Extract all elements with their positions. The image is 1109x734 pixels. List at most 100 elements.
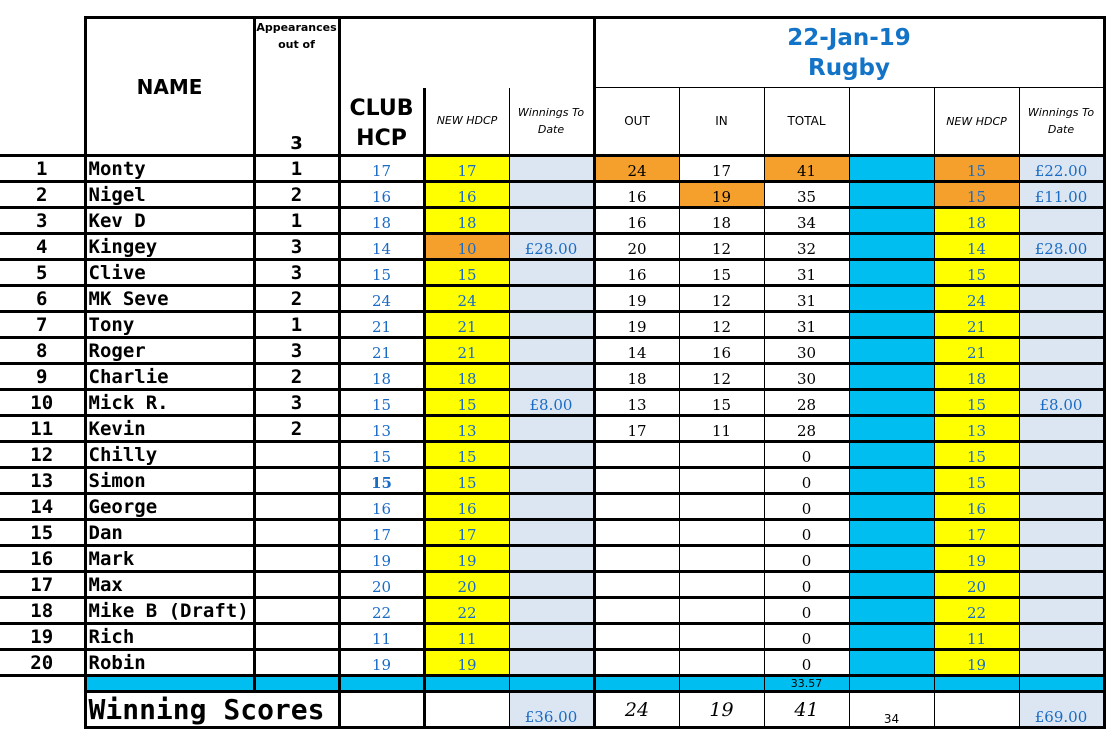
separator-cell: [339, 675, 424, 693]
winnings-2: £22.00: [1019, 154, 1106, 183]
score-sheet: NAME Appearances out of 22-Jan-19 Rugby …: [0, 16, 1106, 729]
score-in: 12: [679, 285, 765, 313]
appearances: [252, 467, 341, 495]
player-name: Kingey: [83, 233, 254, 261]
blank-cell: [849, 154, 935, 183]
appearances: [252, 441, 341, 469]
score-out: 16: [592, 259, 680, 287]
row-number: 11: [0, 415, 85, 443]
score-total: 28: [764, 389, 850, 417]
club-hcp: 17: [339, 519, 424, 547]
separator-cell: [1019, 675, 1106, 693]
blank-cell: [849, 623, 935, 651]
new-hdcp: 21: [422, 311, 510, 339]
winnings: [509, 154, 595, 183]
new-hdcp: 18: [422, 207, 510, 235]
table-row: 15 Dan 17 17 0 17: [0, 519, 1106, 547]
blank-cell: [849, 597, 935, 625]
new-hdcp: 15: [422, 259, 510, 287]
appearances: 3: [252, 259, 341, 287]
blank-cell: [849, 467, 935, 495]
appearances: 1: [252, 207, 341, 235]
table-row: 14 George 16 16 0 16: [0, 493, 1106, 521]
score-out: 19: [592, 285, 680, 313]
event-venue: Rugby: [807, 55, 890, 81]
row-number: 16: [0, 545, 85, 573]
table-row: 6 MK Seve 2 24 24 19 12 31 24: [0, 285, 1106, 313]
row-number: 14: [0, 493, 85, 521]
score-in: 12: [679, 233, 765, 261]
new-hdcp: 15: [422, 441, 510, 469]
table-row: 13 Simon 15 15 0 15: [0, 467, 1106, 495]
club-hcp: 14: [339, 233, 424, 261]
blank-cell: [849, 649, 935, 677]
score-in: 15: [679, 259, 765, 287]
player-name: Nigel: [83, 181, 254, 209]
separator-cell: [592, 675, 680, 693]
winnings-2: [1019, 493, 1106, 521]
new-hdcp: 15: [422, 467, 510, 495]
row-number: 2: [0, 181, 85, 209]
winnings-2: [1019, 441, 1106, 469]
new-hdcp-2: 11: [934, 623, 1020, 651]
score-total: 0: [764, 493, 850, 521]
club-hcp: 19: [339, 649, 424, 677]
new-hdcp-2: 15: [934, 389, 1020, 417]
number-header-cell: [0, 18, 85, 156]
new-hdcp-2: 24: [934, 285, 1020, 313]
new-hdcp-2: 16: [934, 493, 1020, 521]
score-in: 18: [679, 207, 765, 235]
score-total: 0: [764, 441, 850, 469]
club-hcp: 17: [339, 154, 424, 183]
footer-in: 19: [679, 691, 765, 729]
appearances: [252, 597, 341, 625]
score-total: 31: [764, 285, 850, 313]
new-hdcp-2: 13: [934, 415, 1020, 443]
player-name: Clive: [83, 259, 254, 287]
row-number: 20: [0, 649, 85, 677]
score-out: [592, 597, 680, 625]
winnings: [509, 259, 595, 287]
club-hcp: 21: [339, 337, 424, 365]
blank-cell: [849, 571, 935, 599]
separator-row: 33.57: [0, 675, 1106, 693]
new-hdcp-2: 15: [934, 441, 1020, 469]
table-row: 18 Mike B (Draft) 22 22 0 22: [0, 597, 1106, 625]
new-hdcp: 10: [422, 233, 510, 261]
score-total: 31: [764, 311, 850, 339]
player-name: Monty: [83, 154, 254, 183]
club-hcp-header: CLUB HCP: [349, 96, 414, 151]
score-out: [592, 623, 680, 651]
row-number: 12: [0, 441, 85, 469]
score-total: 0: [764, 623, 850, 651]
appearances-header-label: Appearances out of: [256, 21, 337, 51]
score-out: [592, 519, 680, 547]
score-in: [679, 441, 765, 469]
score-total: 31: [764, 259, 850, 287]
winnings: [509, 285, 595, 313]
new-hdcp: 18: [422, 363, 510, 391]
score-out: [592, 545, 680, 573]
appearances: [252, 545, 341, 573]
new-hdcp-header-2: NEW HDCP: [934, 87, 1020, 156]
blank-cell: [849, 441, 935, 469]
row-number: 3: [0, 207, 85, 235]
new-hdcp-2: 18: [934, 363, 1020, 391]
blank-cell: [0, 692, 85, 728]
player-name: George: [83, 493, 254, 521]
score-out: 13: [592, 389, 680, 417]
winnings: [509, 571, 595, 599]
new-hdcp: 17: [422, 519, 510, 547]
score-total: 34: [764, 207, 850, 235]
score-total: 0: [764, 467, 850, 495]
blank-cell: [849, 207, 935, 235]
winnings: [509, 415, 595, 443]
score-out: [592, 649, 680, 677]
club-hcp: 20: [339, 571, 424, 599]
footer-winnings: £36.00: [509, 691, 595, 729]
new-hdcp: 16: [422, 493, 510, 521]
score-out: 18: [592, 363, 680, 391]
appearances: 2: [252, 181, 341, 209]
winnings-2: [1019, 285, 1106, 313]
winnings: [509, 649, 595, 677]
